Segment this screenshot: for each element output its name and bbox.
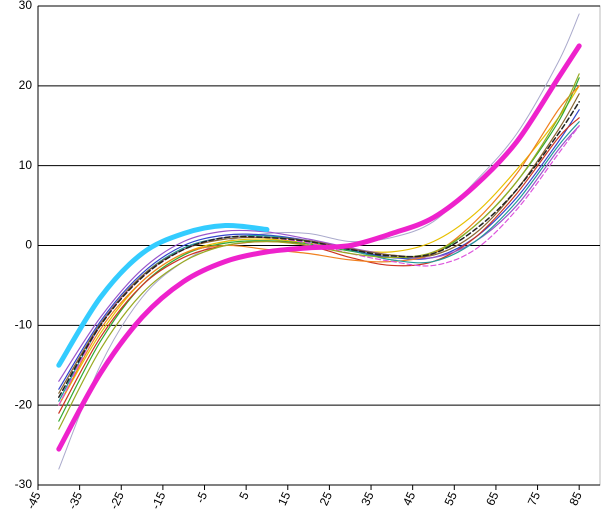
x-tick-label: 55 — [442, 489, 460, 507]
x-tick-label: 45 — [400, 489, 418, 507]
series-line — [58, 73, 580, 430]
series-line — [58, 13, 580, 470]
y-tick-label: -10 — [15, 318, 33, 332]
x-tick-label: -15 — [148, 489, 168, 511]
y-tick-label: 20 — [19, 78, 33, 92]
x-tick-label: -35 — [65, 489, 85, 511]
x-tick-label: -5 — [193, 489, 210, 505]
series-line — [58, 125, 580, 382]
series-line — [58, 85, 580, 406]
y-tick-label: 0 — [25, 238, 32, 252]
x-tick-label: 5 — [236, 489, 252, 501]
series-line — [56, 43, 582, 452]
y-tick-label: 30 — [19, 0, 33, 12]
x-tick-label: -45 — [24, 489, 44, 511]
y-tick-label: -30 — [15, 477, 33, 491]
series-line — [56, 222, 270, 368]
y-tick-label: -20 — [15, 397, 33, 411]
x-tick-label: 35 — [358, 489, 376, 507]
x-tick-label: 65 — [483, 489, 501, 507]
x-tick-label: 85 — [566, 489, 584, 507]
series-line — [58, 101, 580, 398]
series-line — [58, 125, 580, 406]
y-tick-label: 10 — [19, 158, 33, 172]
x-tick-label: 15 — [275, 489, 293, 507]
x-tick-label: 75 — [525, 489, 543, 507]
x-tick-label: -25 — [107, 489, 127, 511]
x-tick-label: 25 — [317, 489, 335, 507]
